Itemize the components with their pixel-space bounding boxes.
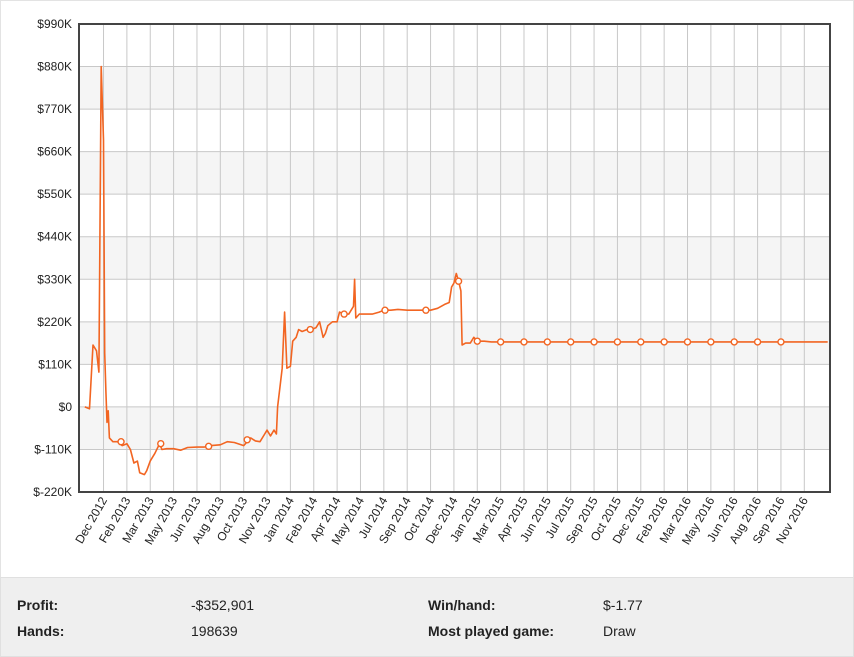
plot-band — [79, 151, 830, 195]
series-point — [381, 306, 389, 314]
series-point — [567, 338, 575, 346]
y-tick-label: $660K — [37, 145, 72, 159]
series-point — [422, 306, 430, 314]
y-tick-label: $-220K — [33, 485, 72, 499]
series-point — [707, 338, 715, 346]
series-point — [777, 338, 785, 346]
hands-value: 198639 — [191, 623, 238, 639]
series-point — [473, 337, 481, 345]
win-per-hand-label: Win/hand: — [428, 597, 496, 613]
profit-label: Profit: — [17, 597, 59, 613]
series-point — [683, 338, 692, 346]
y-tick-label: $550K — [37, 187, 72, 201]
most-played-game-label: Most played game: — [428, 623, 555, 639]
series-point — [496, 338, 505, 346]
y-tick-label: $110K — [38, 357, 72, 371]
series-point — [637, 338, 645, 346]
series-point — [753, 338, 762, 346]
series-point — [243, 436, 251, 444]
series-point — [117, 438, 125, 446]
series-point — [543, 338, 552, 346]
series-point — [204, 442, 213, 451]
series-point — [730, 338, 738, 346]
series-point — [613, 338, 622, 346]
win-per-hand-value: $-1.77 — [603, 597, 643, 613]
series-point — [520, 338, 528, 346]
y-tick-label: $440K — [37, 230, 72, 244]
plot-border — [78, 23, 831, 493]
profit-chart: $-220K $-110K $0 $110K $220K $330K $440K $550K $… — [0, 0, 854, 577]
y-tick-label: $0 — [59, 400, 73, 414]
series-point — [590, 338, 598, 346]
y-tick-label: $770K — [37, 102, 72, 116]
series-point — [660, 338, 668, 346]
stats-panel: Profit: -$352,901 Win/hand: $-1.77 Hands… — [0, 577, 854, 657]
series-point — [306, 325, 314, 334]
y-tick-label: $880K — [37, 60, 72, 74]
hands-label: Hands: — [17, 623, 65, 639]
y-tick-label: $220K — [37, 315, 72, 329]
plot-band — [79, 406, 830, 450]
y-tick-label: $990K — [37, 17, 72, 31]
plot-band — [79, 321, 830, 365]
most-played-game-value: Draw — [603, 623, 636, 639]
series-point — [157, 439, 165, 448]
chart-svg: $-220K $-110K $0 $110K $220K $330K $440K $550K $… — [33, 17, 831, 547]
profit-value: -$352,901 — [191, 597, 255, 613]
plot-band — [79, 236, 830, 280]
series-point — [340, 310, 348, 318]
y-tick-label: $330K — [37, 272, 72, 286]
plot-band — [79, 66, 830, 110]
y-tick-label: $-110K — [34, 442, 72, 456]
series-point — [454, 277, 463, 285]
